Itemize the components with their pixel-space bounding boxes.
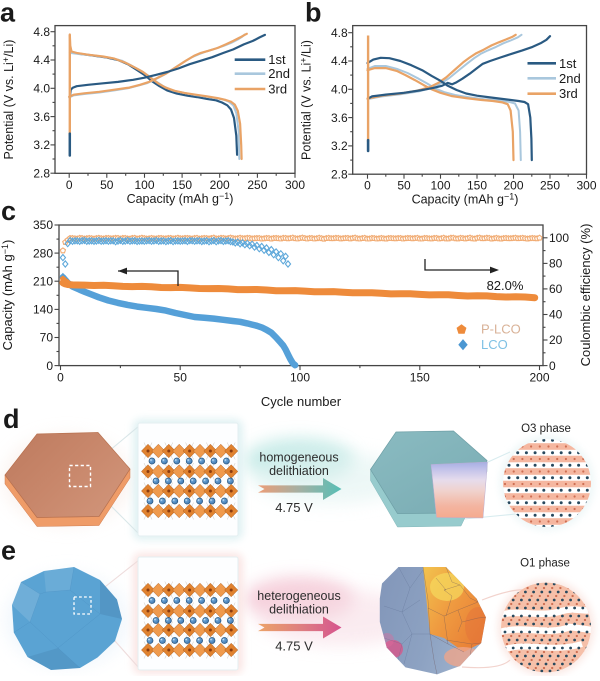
svg-text:4.4: 4.4	[33, 53, 50, 67]
svg-text:100: 100	[549, 231, 569, 245]
svg-text:2nd: 2nd	[559, 71, 581, 86]
svg-text:homogeneous: homogeneous	[259, 451, 338, 465]
svg-text:4.75 V: 4.75 V	[275, 500, 313, 515]
svg-text:e: e	[1, 536, 16, 566]
svg-text:a: a	[0, 0, 16, 28]
svg-text:80: 80	[549, 257, 563, 271]
svg-text:Potential (V vs. Li+/Li): Potential (V vs. Li+/Li)	[1, 40, 16, 160]
svg-text:d: d	[3, 404, 20, 434]
svg-text:LCO: LCO	[481, 337, 508, 352]
svg-text:3rd: 3rd	[559, 86, 578, 101]
svg-text:200: 200	[503, 179, 523, 193]
svg-text:0: 0	[66, 178, 73, 192]
svg-text:100: 100	[430, 179, 450, 193]
svg-text:Coulombic efficiency (%): Coulombic efficiency (%)	[578, 224, 593, 367]
svg-text:3rd: 3rd	[268, 82, 287, 97]
svg-text:350: 350	[33, 218, 53, 232]
svg-text:210: 210	[33, 274, 53, 288]
svg-text:Potential (V vs. Li+/Li): Potential (V vs. Li+/Li)	[299, 40, 314, 160]
svg-text:0: 0	[46, 359, 53, 373]
svg-text:0: 0	[364, 179, 371, 193]
svg-text:100: 100	[290, 371, 310, 385]
svg-text:1st: 1st	[559, 56, 577, 71]
svg-text:4.4: 4.4	[331, 54, 348, 68]
svg-text:delithiation: delithiation	[269, 464, 329, 478]
svg-text:200: 200	[210, 178, 230, 192]
svg-text:3.6: 3.6	[331, 111, 348, 125]
svg-text:40: 40	[549, 308, 563, 322]
svg-text:1st: 1st	[268, 52, 286, 67]
svg-text:140: 140	[33, 303, 53, 317]
svg-text:4.8: 4.8	[33, 25, 50, 39]
svg-text:20: 20	[549, 333, 563, 347]
svg-text:0: 0	[57, 371, 64, 385]
svg-text:70: 70	[40, 331, 54, 345]
svg-text:Capacity (mAh g−1): Capacity (mAh g−1)	[127, 191, 234, 206]
svg-text:P-LCO: P-LCO	[481, 322, 521, 337]
svg-text:3.2: 3.2	[331, 139, 348, 153]
svg-text:150: 150	[467, 179, 487, 193]
svg-text:300: 300	[285, 178, 305, 192]
svg-text:O1 phase: O1 phase	[520, 558, 570, 570]
svg-text:4.0: 4.0	[331, 83, 348, 97]
svg-text:50: 50	[100, 178, 114, 192]
svg-text:60: 60	[549, 282, 563, 296]
svg-text:250: 250	[540, 179, 560, 193]
svg-text:2.8: 2.8	[33, 166, 50, 180]
svg-text:3.6: 3.6	[33, 110, 50, 124]
svg-text:200: 200	[529, 371, 549, 385]
svg-text:O3 phase: O3 phase	[521, 423, 571, 435]
svg-text:280: 280	[33, 246, 53, 260]
svg-text:3.2: 3.2	[33, 138, 50, 152]
svg-text:4.0: 4.0	[33, 82, 50, 96]
svg-text:50: 50	[397, 179, 411, 193]
svg-text:heterogeneous: heterogeneous	[257, 589, 340, 603]
svg-text:300: 300	[576, 179, 596, 193]
svg-text:100: 100	[134, 178, 154, 192]
svg-text:250: 250	[247, 178, 267, 192]
svg-text:delithiation: delithiation	[269, 603, 329, 617]
svg-text:Capacity (mAh g−1): Capacity (mAh g−1)	[0, 240, 15, 351]
svg-text:c: c	[1, 196, 16, 226]
svg-text:150: 150	[172, 178, 192, 192]
svg-text:150: 150	[410, 371, 430, 385]
svg-text:82.0%: 82.0%	[487, 278, 524, 293]
svg-text:4.75 V: 4.75 V	[275, 639, 313, 654]
svg-text:b: b	[305, 0, 322, 28]
svg-text:50: 50	[174, 371, 188, 385]
svg-text:2nd: 2nd	[268, 66, 290, 81]
svg-text:4.8: 4.8	[331, 26, 348, 40]
svg-text:0: 0	[549, 359, 556, 373]
svg-text:Cycle number: Cycle number	[261, 394, 342, 409]
svg-text:2.8: 2.8	[331, 167, 348, 181]
svg-text:Capacity (mAh g−1): Capacity (mAh g−1)	[412, 192, 519, 207]
